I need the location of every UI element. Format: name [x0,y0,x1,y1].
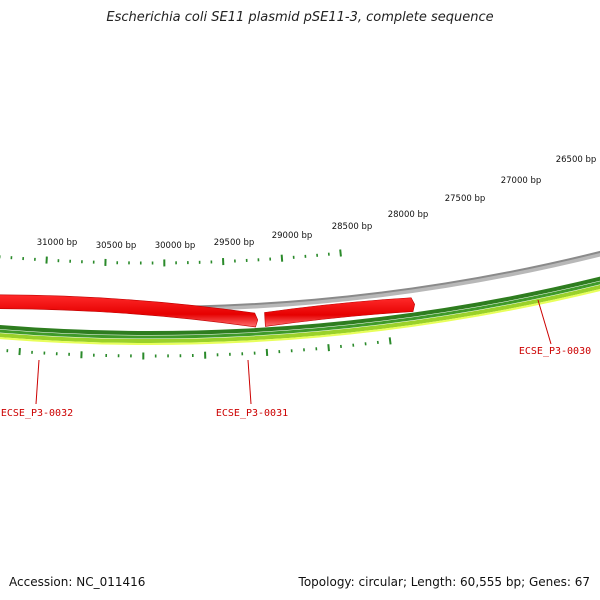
outer-scale-ticks [0,249,342,267]
gc-track-pale [0,288,600,345]
gc-track-mid [0,281,600,339]
label-line-0031 [247,359,252,405]
major-tick [339,249,342,257]
inner-scale-ticks [6,337,392,360]
gene-ECSE_P3-0032[interactable] [264,297,415,327]
gene-label-0032: ECSE_P3-0032 [1,408,73,419]
scale-label: 26500 bp [556,155,597,165]
scale-label: 29000 bp [272,231,313,241]
major-tick [388,337,392,345]
scale-label: 27500 bp [445,194,486,204]
major-tick [280,254,284,262]
scale-label: 28000 bp [388,210,429,220]
outer-scale-labels: 26500 bp 27000 bp 27500 bp 28000 bp 28500 bp… [37,155,597,251]
label-line-0032 [35,359,40,405]
topology-label: Topology: circular; Length: 60,555 bp; G… [298,575,590,589]
scale-label: 29500 bp [214,238,255,248]
scale-label: 30500 bp [96,241,137,251]
label-line-0030 [537,299,552,345]
gene-ECSE_P3-0031[interactable] [0,294,259,328]
scale-label: 27000 bp [501,176,542,186]
scale-label: 30000 bp [155,241,196,251]
gene-label-0030: ECSE_P3-0030 [519,346,591,357]
scale-label: 28500 bp [332,222,373,232]
map-title: Escherichia coli SE11 plasmid pSE11-3, c… [106,10,494,25]
scale-label: 31000 bp [37,238,78,248]
major-tick [327,344,330,352]
gene-label-0031: ECSE_P3-0031 [216,408,288,419]
accession-label: Accession: NC_011416 [9,575,146,589]
gc-track-light [0,284,600,343]
gc-track-dark [0,276,600,335]
